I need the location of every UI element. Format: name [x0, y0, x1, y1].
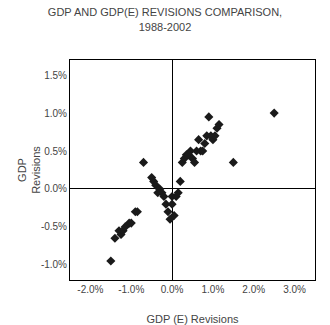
svg-text:GDP AND GDP(E) REVISIONS COMPA: GDP AND GDP(E) REVISIONS COMPARISON,1988… [48, 6, 282, 32]
svg-text:0.0%: 0.0% [44, 183, 67, 194]
svg-text:2.0%: 2.0% [242, 284, 265, 295]
svg-text:0.5%: 0.5% [44, 146, 67, 157]
svg-text:1.0%: 1.0% [202, 284, 225, 295]
svg-text:1.0%: 1.0% [44, 108, 67, 119]
svg-text:0.0%: 0.0% [161, 284, 184, 295]
svg-text:-1.0%: -1.0% [41, 259, 67, 270]
svg-text:1.5%: 1.5% [44, 70, 67, 81]
svg-text:-1.0%: -1.0% [118, 284, 144, 295]
svg-text:GDPRevisions: GDPRevisions [16, 146, 42, 194]
svg-text:GDP (E) Revisions: GDP (E) Revisions [146, 313, 239, 325]
svg-text:-2.0%: -2.0% [77, 284, 103, 295]
svg-text:-0.5%: -0.5% [41, 221, 67, 232]
svg-text:3.0%: 3.0% [283, 284, 306, 295]
